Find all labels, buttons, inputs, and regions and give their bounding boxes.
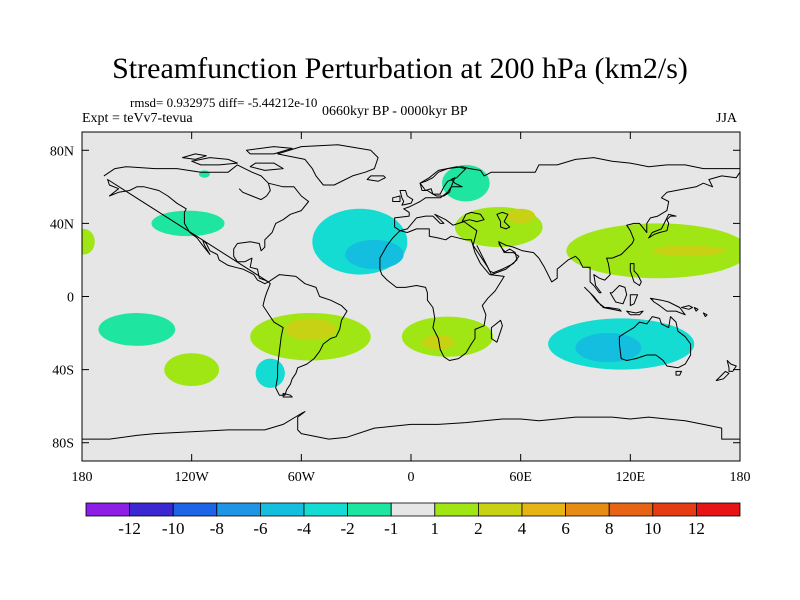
anomaly-caspian-positive-core	[506, 208, 536, 224]
colorbar-label: 8	[605, 519, 614, 538]
colorbar-swatch	[521, 502, 566, 517]
australia-coastline	[618, 316, 692, 369]
new-zealand-coastline	[715, 360, 737, 382]
south-america-coastline	[262, 274, 348, 396]
x-tick-label: 180	[730, 470, 751, 485]
anomaly-west-pacific-core	[652, 245, 726, 257]
coastline-layer	[82, 144, 740, 440]
anomaly-north-pacific-negative	[151, 210, 225, 237]
colorbar-label: 4	[518, 519, 527, 538]
y-tick-label: 80N	[50, 144, 74, 159]
colorbar-swatch	[390, 502, 436, 517]
tasmania-coastline	[675, 370, 682, 376]
season-label: JJA	[716, 111, 738, 126]
philippines-coastline	[629, 263, 642, 286]
anomaly-south-atlantic-core	[421, 334, 455, 350]
colorbar-swatch	[347, 502, 392, 517]
colorbar-label: -2	[341, 519, 355, 538]
x-tick-label: 120E	[616, 470, 646, 485]
north-america-coastline	[103, 164, 310, 285]
africa-coastline	[379, 228, 505, 361]
anomaly-scandinavia-negative	[442, 164, 490, 202]
colorbar-swatch	[85, 502, 130, 517]
anomaly-dateline-positive	[82, 228, 95, 255]
axis-ticks: 180 120W 60W 0 60E 120E 180 80N 40N 0 40S 80S	[50, 132, 751, 485]
eurasia-coastline	[394, 157, 740, 294]
hudson-bay-coastline	[238, 183, 271, 201]
colorbar-swatch	[259, 502, 305, 517]
colorbar-label: -12	[118, 519, 141, 538]
colorbar-label: -6	[253, 519, 267, 538]
colorbar-label: 12	[688, 519, 705, 538]
arabia-coastline	[476, 243, 520, 274]
plot-background	[82, 132, 740, 461]
colorbar-label: 2	[474, 519, 483, 538]
colorbar: -12 -10 -8 -6 -4 -2 -1 1 2 4 6 8 10 12	[85, 502, 741, 538]
x-tick-label: 60W	[288, 470, 316, 485]
anomaly-layer	[82, 164, 740, 388]
map-title: Streamfunction Perturbation at 200 hPa (…	[112, 52, 688, 85]
madagascar-coastline	[490, 319, 503, 343]
y-tick-label: 0	[67, 291, 74, 306]
rmsd-diff-stats: rmsd= 0.932975 diff= -5.44212e-10	[130, 95, 318, 110]
experiment-label: Expt = teVv7-tevua	[82, 111, 193, 126]
indonesia-coastline	[584, 285, 686, 316]
new-guinea-coastline	[681, 305, 708, 318]
colorbar-swatch	[303, 502, 348, 517]
x-tick-label: 60E	[509, 470, 532, 485]
colorbar-label: 1	[431, 519, 440, 538]
colorbar-label: -1	[384, 519, 398, 538]
colorbar-swatch	[652, 502, 697, 517]
scandinavia-coastline	[419, 166, 467, 195]
anomaly-north-atlantic-core	[345, 239, 404, 270]
colorbar-swatch	[216, 502, 261, 517]
japan-coastline	[648, 213, 677, 239]
anomaly-south-pacific-negative	[98, 312, 176, 346]
colorbar-swatch	[434, 502, 479, 517]
tierra-del-fuego-coastline	[282, 392, 293, 398]
anomaly-southeast-pacific-positive	[164, 353, 220, 387]
colorbar-swatch	[129, 502, 174, 517]
y-tick-label: 40S	[52, 364, 74, 379]
arctic-islands-coastline	[182, 146, 293, 171]
y-tick-label: 80S	[52, 437, 74, 452]
iceland-coastline	[366, 175, 386, 182]
colorbar-label: 10	[644, 519, 661, 538]
y-tick-label: 40N	[50, 217, 74, 232]
x-tick-label: 0	[408, 470, 415, 485]
anomaly-australia-core	[575, 333, 642, 363]
colorbar-swatch	[477, 502, 523, 517]
x-tick-label: 120W	[175, 470, 210, 485]
colorbar-label: 6	[561, 519, 570, 538]
anomaly-arctic-negative	[198, 170, 210, 178]
caspian-black-sea-coastline	[461, 211, 511, 230]
x-tick-label: 180	[72, 470, 93, 485]
colorbar-label: -8	[210, 519, 224, 538]
anomaly-south-america-core	[284, 318, 337, 341]
colorbar-swatch	[696, 502, 741, 517]
colorbar-swatch	[608, 502, 654, 517]
colorbar-swatch	[172, 502, 218, 517]
colorbar-swatch	[565, 502, 610, 517]
colorbar-label: -10	[162, 519, 185, 538]
anomaly-patagonia-negative	[255, 358, 285, 388]
british-isles-coastline	[392, 190, 414, 206]
antarctica-coastline	[82, 411, 740, 440]
colorbar-label: -4	[297, 519, 312, 538]
greenland-coastline	[277, 144, 379, 186]
period-label: 0660kyr BP - 0000kyr BP	[322, 104, 468, 119]
